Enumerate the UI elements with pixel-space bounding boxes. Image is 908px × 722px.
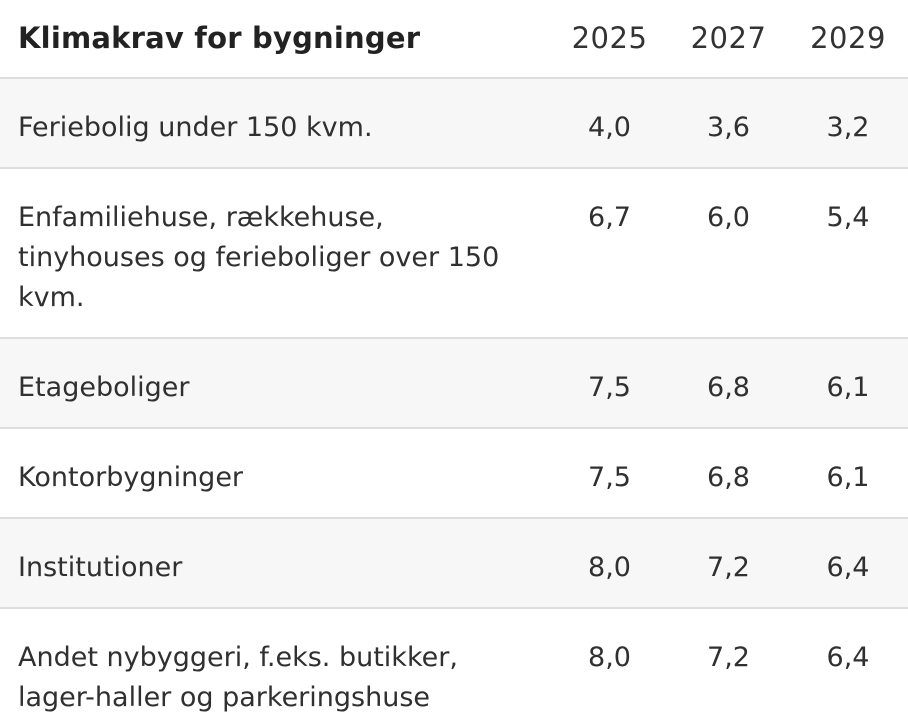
row-label: Institutioner [0, 518, 550, 609]
value-2029: 6,1 [788, 428, 908, 519]
table-header-row: Klimakrav for bygninger 2025 2027 2029 [0, 0, 908, 79]
value-2025: 8,0 [550, 518, 669, 609]
table-row: Feriebolig under 150 kvm. 4,0 3,6 3,2 [0, 78, 908, 169]
value-2025: 7,5 [550, 338, 669, 429]
table-row: Etageboliger 7,5 6,8 6,1 [0, 338, 908, 429]
value-2029: 3,2 [788, 78, 908, 169]
year-header-2029: 2029 [788, 0, 908, 79]
value-2025: 4,0 [550, 78, 669, 169]
row-label: Feriebolig under 150 kvm. [0, 78, 550, 169]
table-row: Andet nybyggeri, f.eks. butikker, lager-… [0, 608, 908, 722]
row-label: Etageboliger [0, 338, 550, 429]
table-row: Kontorbygninger 7,5 6,8 6,1 [0, 428, 908, 519]
value-2027: 3,6 [669, 78, 788, 169]
value-2025: 8,0 [550, 608, 669, 722]
table-row: Institutioner 8,0 7,2 6,4 [0, 518, 908, 609]
row-label: Andet nybyggeri, f.eks. butikker, lager-… [0, 608, 550, 722]
value-2025: 6,7 [550, 168, 669, 339]
value-2027: 7,2 [669, 608, 788, 722]
table-title: Klimakrav for bygninger [0, 0, 550, 79]
value-2027: 6,0 [669, 168, 788, 339]
value-2027: 6,8 [669, 428, 788, 519]
year-header-2027: 2027 [669, 0, 788, 79]
row-label: Kontorbygninger [0, 428, 550, 519]
table-row: Enfamiliehuse, rækkehuse, tinyhouses og … [0, 168, 908, 339]
value-2029: 6,1 [788, 338, 908, 429]
row-label: Enfamiliehuse, rækkehuse, tinyhouses og … [0, 168, 550, 339]
value-2025: 7,5 [550, 428, 669, 519]
value-2029: 5,4 [788, 168, 908, 339]
year-header-2025: 2025 [550, 0, 669, 79]
value-2027: 6,8 [669, 338, 788, 429]
value-2029: 6,4 [788, 518, 908, 609]
value-2029: 6,4 [788, 608, 908, 722]
value-2027: 7,2 [669, 518, 788, 609]
